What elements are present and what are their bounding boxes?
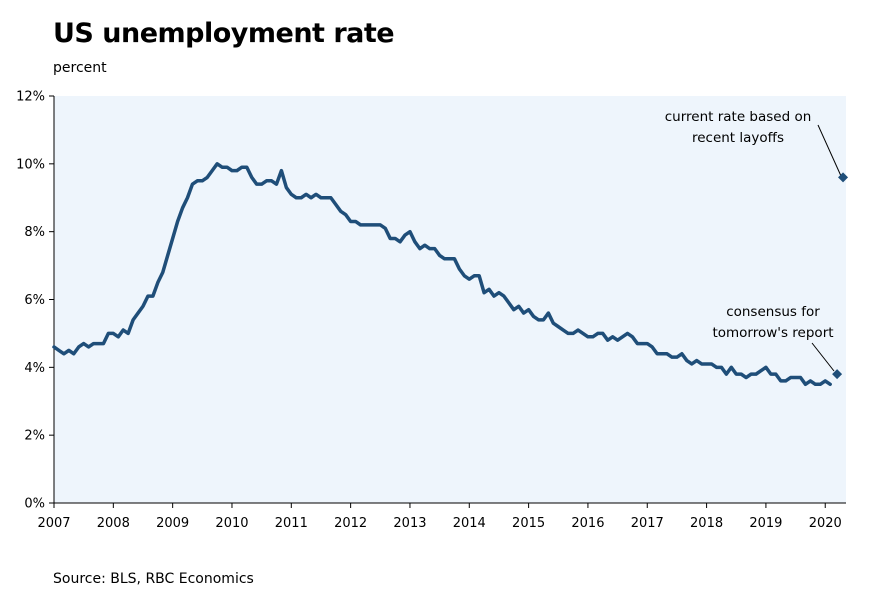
consensus-label-line-1: consensus for <box>726 304 820 320</box>
y-tick-label: 8% <box>24 225 45 240</box>
plot-area <box>54 96 846 503</box>
current-rate-leader-line <box>817 124 842 177</box>
consensus-leader-line <box>811 342 835 372</box>
x-tick-label: 2019 <box>749 516 782 531</box>
x-tick-label: 2018 <box>690 516 723 531</box>
x-tick-label: 2008 <box>97 516 130 531</box>
x-tick-label: 2017 <box>631 516 664 531</box>
x-axis-ticks: 2007 2008 2009 2010 2011 2012 2013 2014 2015 2016… <box>37 503 842 531</box>
y-tick-label: 10% <box>16 157 45 172</box>
x-tick-label: 2015 <box>512 516 545 531</box>
y-tick-label: 0% <box>24 497 45 512</box>
x-tick-label: 2010 <box>215 516 248 531</box>
source-note: Source: BLS, RBC Economics <box>53 571 254 587</box>
annotations: current rate based on recent layoffs conse… <box>665 109 849 380</box>
y-tick-label: 6% <box>24 293 45 308</box>
x-tick-label: 2020 <box>809 516 842 531</box>
unemployment-rate-line <box>52 162 832 387</box>
current-rate-label-line-1: current rate based on <box>665 109 812 125</box>
x-tick-label: 2012 <box>334 516 367 531</box>
y-tick-label: 2% <box>24 429 45 444</box>
x-tick-label: 2009 <box>156 516 189 531</box>
x-tick-label: 2011 <box>275 516 308 531</box>
y-axis-unit-label: percent <box>53 60 107 76</box>
y-axis-ticks: 0% 2% 4% 6% 8% 10% 12% <box>16 90 54 512</box>
current-rate-label-line-2: recent layoffs <box>692 130 784 146</box>
x-tick-label: 2016 <box>571 516 604 531</box>
chart-title: US unemployment rate <box>53 18 395 49</box>
y-tick-label: 12% <box>16 90 45 105</box>
current-rate-marker <box>838 172 849 183</box>
x-tick-label: 2007 <box>37 516 70 531</box>
x-tick-label: 2013 <box>393 516 426 531</box>
y-tick-label: 4% <box>24 361 45 376</box>
consensus-marker <box>832 369 843 380</box>
x-tick-label: 2014 <box>453 516 486 531</box>
consensus-label-line-2: tomorrow's report <box>712 325 833 341</box>
